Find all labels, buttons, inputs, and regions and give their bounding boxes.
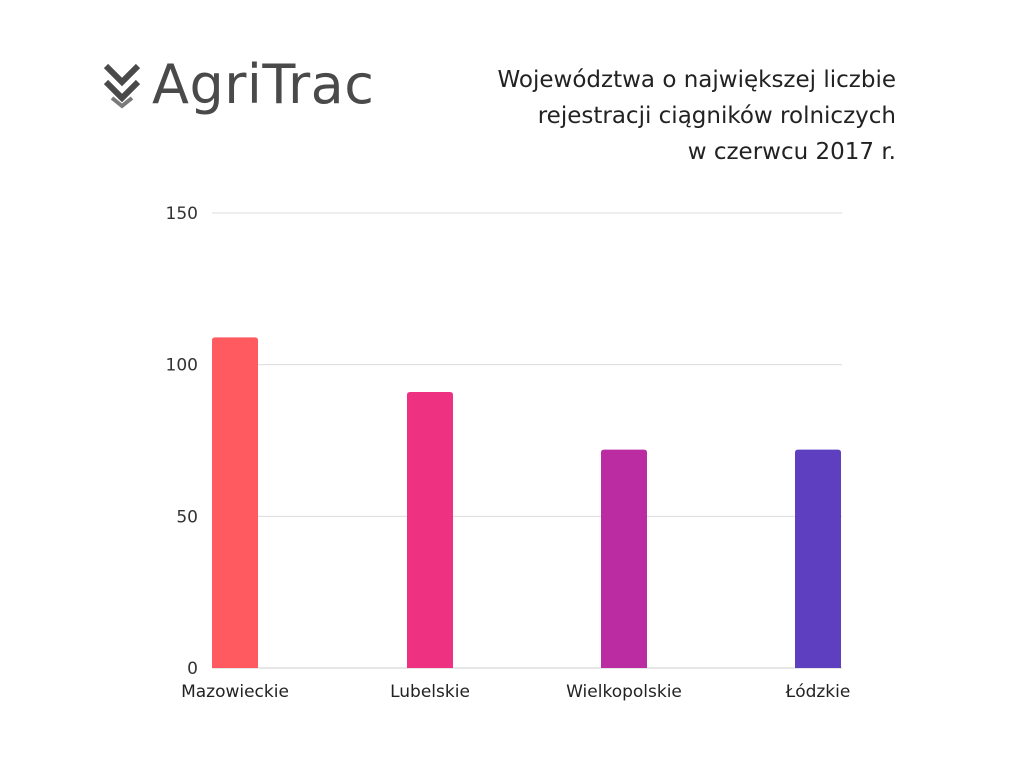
bar-wielkopolskie [601, 449, 647, 668]
y-tick-label: 50 [176, 507, 198, 527]
x-tick-label: Łódzkie [785, 682, 851, 702]
bar-lubelskie [407, 391, 453, 668]
chart-title-line: rejestracji ciągników rolniczych [537, 103, 896, 129]
bars [212, 337, 841, 668]
x-tick-label: Lubelskie [390, 682, 470, 702]
chart-title-line: w czerwcu 2017 r. [687, 139, 896, 165]
y-tick-label: 100 [166, 356, 198, 376]
y-axis-ticks: 0 50 100 150 [166, 204, 198, 679]
chart-title-line: Województwa o największej liczbie [497, 67, 896, 93]
y-tick-label: 150 [166, 204, 198, 224]
double-chevron-down-icon [103, 63, 141, 109]
x-tick-label: Mazowieckie [181, 682, 289, 702]
gridlines [212, 212, 842, 669]
chart-title: Województwa o największej liczbie rejest… [376, 62, 896, 170]
bar-łódzkie [795, 449, 841, 668]
x-tick-label: Wielkopolskie [566, 682, 682, 702]
bar-mazowieckie [212, 337, 258, 668]
brand-logo: AgriTrac [102, 50, 374, 120]
x-axis-labels: Mazowieckie Lubelskie Wielkopolskie Łódzkie [181, 682, 850, 702]
y-tick-label: 0 [187, 659, 198, 679]
brand-name: AgriTrac [152, 53, 375, 116]
